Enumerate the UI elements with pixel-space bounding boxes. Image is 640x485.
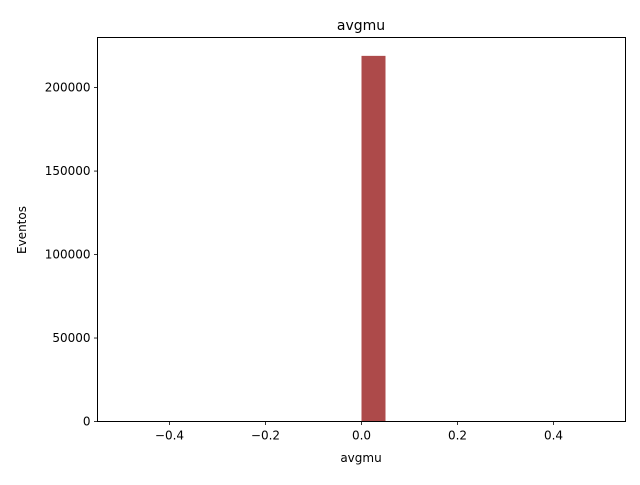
bars-group xyxy=(361,55,386,422)
x-tick-label: 0.2 xyxy=(448,429,467,443)
y-tick-label: 50000 xyxy=(52,331,90,345)
y-tick-label: 150000 xyxy=(45,164,91,178)
chart-title: avgmu xyxy=(337,18,385,34)
x-tick-label: 0.0 xyxy=(352,429,371,443)
y-axis-label: Eventos xyxy=(15,206,29,254)
x-axis-ticks: −0.4 −0.2 0.0 0.2 0.4 xyxy=(155,421,563,443)
x-tick-label: 0.4 xyxy=(544,429,563,443)
y-axis-ticks: 0 50000 100000 150000 200000 xyxy=(45,81,98,429)
x-axis-label: avgmu xyxy=(340,451,381,465)
x-tick-label: −0.4 xyxy=(155,429,184,443)
y-tick-label: 200000 xyxy=(45,81,91,95)
histogram-bar-0 xyxy=(361,55,386,422)
x-tick-label: −0.2 xyxy=(251,429,280,443)
y-tick-label: 100000 xyxy=(45,248,91,262)
y-tick-label: 0 xyxy=(83,415,91,429)
